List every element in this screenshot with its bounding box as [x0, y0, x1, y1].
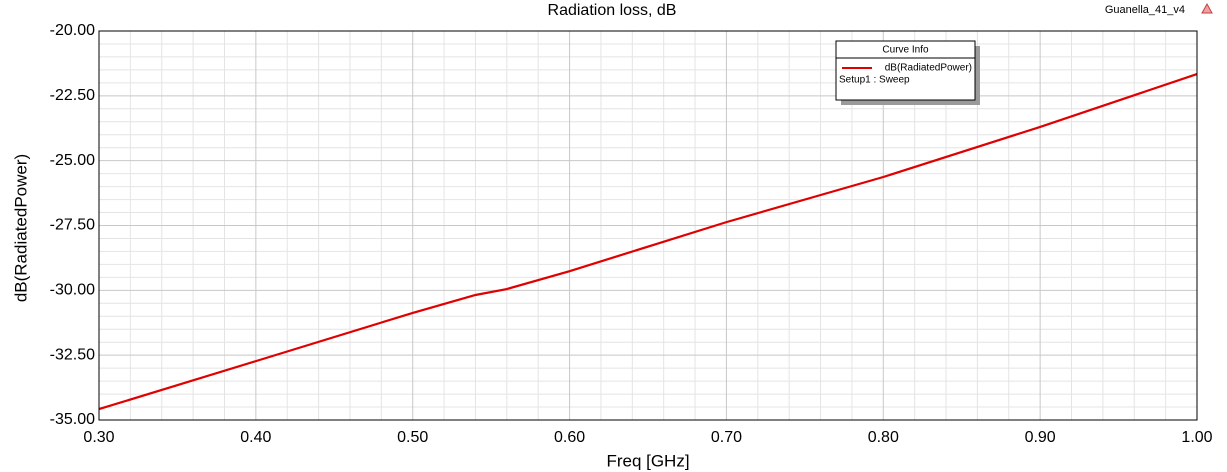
y-tick-label: -22.50 — [50, 87, 95, 104]
icon — [1201, 2, 1213, 14]
y-tick-label: -35.00 — [50, 411, 95, 428]
x-axis-label: Freq [GHz] — [606, 451, 689, 470]
x-tick-label: 0.90 — [1025, 429, 1056, 446]
x-tick-label: 0.60 — [554, 429, 585, 446]
design-name: Guanella_41_v4 — [1105, 4, 1185, 16]
legend: Curve Info dB(RadiatedPower)Setup1 : Swee… — [835, 40, 980, 105]
x-tick-label: 0.70 — [711, 429, 742, 446]
y-tick-label: -27.50 — [50, 217, 95, 234]
x-tick-label: 0.30 — [83, 429, 114, 446]
x-tick-label: 0.40 — [240, 429, 271, 446]
series-line — [98, 73, 1198, 411]
plot-border — [98, 30, 1198, 421]
x-tick-label: 0.50 — [397, 429, 428, 446]
plot — [98, 73, 1198, 411]
x-tick-label: 1.00 — [1181, 429, 1212, 446]
chart-title: Radiation loss, dB — [548, 2, 677, 19]
legend-label: dB(RadiatedPower) — [885, 63, 972, 74]
y-tick-label: -32.50 — [50, 346, 95, 363]
y-tick-label: -30.00 — [50, 282, 95, 299]
y-tick-label: -20.00 — [50, 22, 95, 39]
legend-note: Setup1 : Sweep — [839, 75, 910, 86]
y-tick-label: -25.00 — [50, 152, 95, 169]
legend-box — [835, 40, 976, 101]
legend-title: Curve Info — [882, 45, 929, 56]
grid — [98, 30, 1198, 421]
y-axis-label: dB(RadiatedPower) — [11, 154, 30, 302]
x-tick-label: 0.80 — [868, 429, 899, 446]
